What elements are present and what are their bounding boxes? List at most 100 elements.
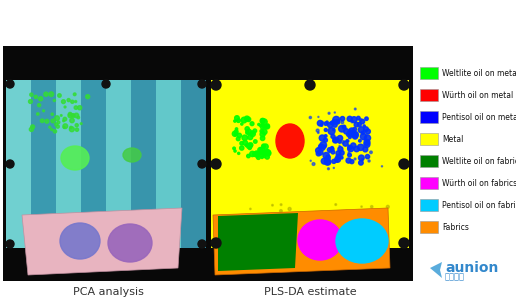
Ellipse shape xyxy=(298,220,342,260)
Circle shape xyxy=(338,147,343,152)
Circle shape xyxy=(236,137,240,141)
Circle shape xyxy=(6,160,14,168)
Circle shape xyxy=(246,117,251,122)
Circle shape xyxy=(250,122,254,126)
Text: Würth oil on metal: Würth oil on metal xyxy=(442,91,513,99)
Circle shape xyxy=(69,127,74,132)
Circle shape xyxy=(75,128,78,131)
Circle shape xyxy=(262,144,265,147)
Circle shape xyxy=(280,210,282,212)
Circle shape xyxy=(353,127,357,131)
Circle shape xyxy=(348,153,351,157)
Circle shape xyxy=(60,115,62,116)
Circle shape xyxy=(198,160,206,168)
Circle shape xyxy=(246,131,249,134)
Circle shape xyxy=(329,151,330,153)
Circle shape xyxy=(63,120,64,122)
Circle shape xyxy=(361,131,364,134)
Circle shape xyxy=(350,160,354,164)
Circle shape xyxy=(324,128,327,132)
Circle shape xyxy=(344,129,349,134)
Circle shape xyxy=(253,152,257,156)
Circle shape xyxy=(30,93,33,96)
Circle shape xyxy=(354,122,359,127)
Circle shape xyxy=(53,99,55,102)
Circle shape xyxy=(323,152,329,159)
Circle shape xyxy=(328,112,330,114)
Circle shape xyxy=(343,141,348,146)
FancyBboxPatch shape xyxy=(56,80,81,248)
Circle shape xyxy=(347,132,350,136)
Circle shape xyxy=(233,229,234,231)
Circle shape xyxy=(386,205,389,208)
Circle shape xyxy=(232,131,237,136)
Circle shape xyxy=(56,125,59,128)
Circle shape xyxy=(261,156,263,158)
Circle shape xyxy=(245,116,249,121)
Circle shape xyxy=(358,127,364,133)
Circle shape xyxy=(198,240,206,248)
FancyBboxPatch shape xyxy=(81,80,106,248)
Circle shape xyxy=(351,232,354,236)
Circle shape xyxy=(336,155,341,159)
Circle shape xyxy=(351,117,357,123)
Circle shape xyxy=(328,128,335,135)
Circle shape xyxy=(352,132,359,138)
Circle shape xyxy=(368,160,370,162)
Circle shape xyxy=(63,117,67,121)
Circle shape xyxy=(357,211,360,215)
Circle shape xyxy=(262,129,267,135)
Circle shape xyxy=(399,159,409,169)
Circle shape xyxy=(316,148,321,153)
Circle shape xyxy=(351,133,354,136)
Circle shape xyxy=(359,139,361,142)
Circle shape xyxy=(250,151,255,157)
Circle shape xyxy=(77,116,79,119)
Circle shape xyxy=(260,129,263,133)
Circle shape xyxy=(365,129,370,134)
Circle shape xyxy=(261,119,264,122)
Circle shape xyxy=(341,156,343,159)
Circle shape xyxy=(324,158,331,165)
FancyBboxPatch shape xyxy=(420,155,438,167)
Circle shape xyxy=(399,238,409,248)
Circle shape xyxy=(319,145,325,150)
Circle shape xyxy=(332,159,336,163)
Circle shape xyxy=(359,119,362,122)
Circle shape xyxy=(250,131,255,136)
Circle shape xyxy=(68,112,72,116)
Circle shape xyxy=(248,147,251,150)
Circle shape xyxy=(354,108,356,110)
Circle shape xyxy=(266,151,271,156)
Circle shape xyxy=(68,113,72,118)
FancyBboxPatch shape xyxy=(131,80,156,248)
Circle shape xyxy=(317,233,320,235)
Circle shape xyxy=(364,142,370,148)
Circle shape xyxy=(37,113,39,115)
Circle shape xyxy=(67,98,70,102)
Circle shape xyxy=(337,233,339,235)
Text: Pentisol oil on fabrics: Pentisol oil on fabrics xyxy=(442,201,516,209)
Circle shape xyxy=(256,156,260,159)
Circle shape xyxy=(58,94,61,97)
Circle shape xyxy=(234,133,237,135)
Circle shape xyxy=(399,80,409,90)
Circle shape xyxy=(331,135,335,138)
Circle shape xyxy=(344,126,345,127)
Circle shape xyxy=(330,122,333,125)
Circle shape xyxy=(293,226,295,228)
Text: Weltlite oil on metal: Weltlite oil on metal xyxy=(442,68,516,78)
Circle shape xyxy=(234,120,236,122)
Circle shape xyxy=(364,127,368,132)
Circle shape xyxy=(257,215,261,219)
Circle shape xyxy=(335,204,336,205)
FancyBboxPatch shape xyxy=(420,177,438,189)
Circle shape xyxy=(325,135,327,137)
Circle shape xyxy=(346,158,351,163)
FancyBboxPatch shape xyxy=(106,80,131,248)
Circle shape xyxy=(359,161,363,165)
Circle shape xyxy=(321,122,324,124)
Polygon shape xyxy=(213,208,390,275)
Circle shape xyxy=(365,117,368,120)
Circle shape xyxy=(262,144,265,148)
